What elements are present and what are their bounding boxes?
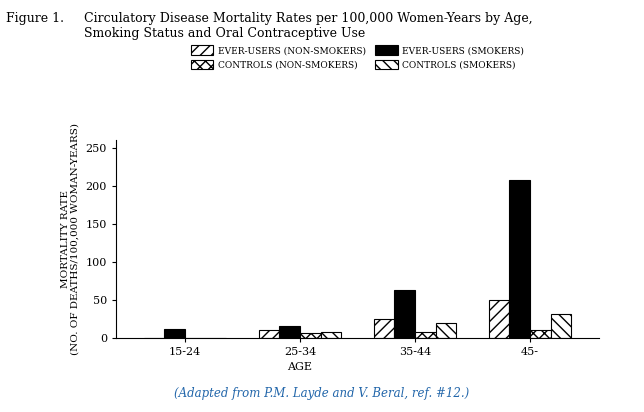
Bar bbox=[489, 300, 509, 338]
Bar bbox=[164, 329, 185, 338]
Bar bbox=[435, 323, 457, 338]
Y-axis label: MORTALITY RATE
(NO. OF DEATHS/100,000 WOMAN-YEARS): MORTALITY RATE (NO. OF DEATHS/100,000 WO… bbox=[61, 123, 80, 355]
Bar bbox=[374, 319, 394, 338]
Bar bbox=[530, 330, 551, 338]
Bar bbox=[394, 290, 415, 338]
Bar bbox=[551, 314, 571, 338]
Bar bbox=[509, 180, 530, 338]
Text: (Adapted from P.M. Layde and V. Beral, ref. #12.): (Adapted from P.M. Layde and V. Beral, r… bbox=[175, 386, 469, 400]
X-axis label: AGE: AGE bbox=[287, 362, 312, 372]
Bar bbox=[415, 332, 435, 338]
Bar bbox=[321, 332, 341, 338]
Bar bbox=[300, 332, 321, 338]
Text: Figure 1.: Figure 1. bbox=[6, 12, 64, 26]
Legend: EVER-USERS (NON-SMOKERS), CONTROLS (NON-SMOKERS), EVER-USERS (SMOKERS), CONTROLS: EVER-USERS (NON-SMOKERS), CONTROLS (NON-… bbox=[187, 42, 527, 73]
Bar bbox=[258, 330, 279, 338]
Bar bbox=[279, 326, 300, 338]
Text: Circulatory Disease Mortality Rates per 100,000 Women-Years by Age,
Smoking Stat: Circulatory Disease Mortality Rates per … bbox=[84, 12, 533, 40]
